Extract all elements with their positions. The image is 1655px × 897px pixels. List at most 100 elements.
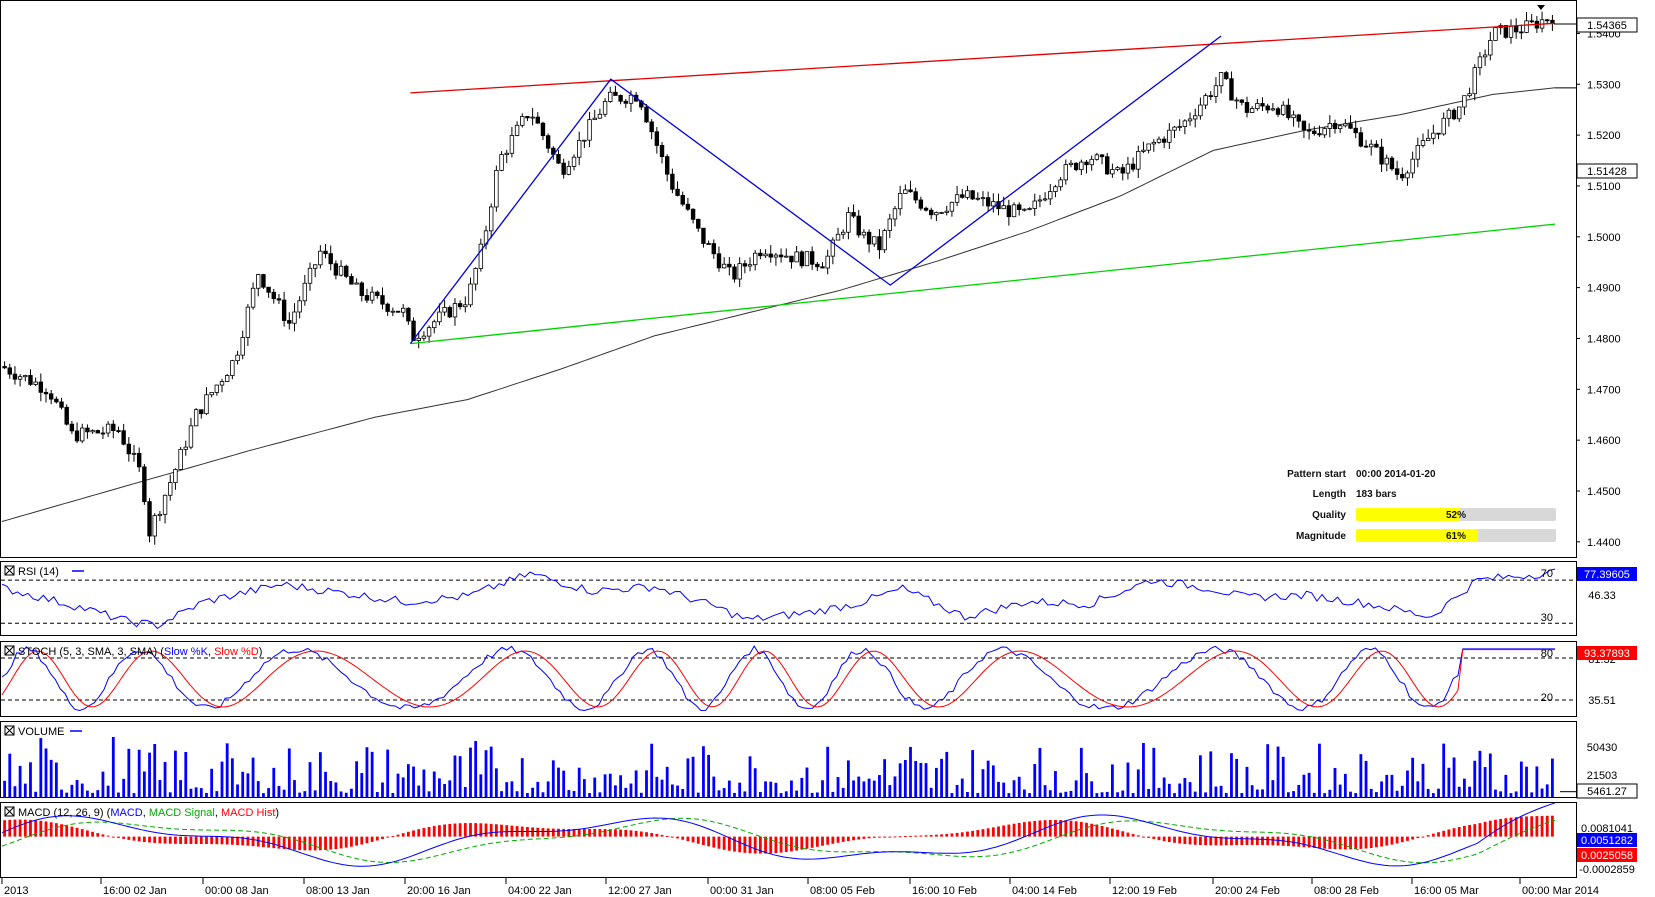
macd-hist-bar — [225, 836, 229, 845]
macd-hist-bar — [1359, 836, 1363, 849]
volume-bar — [1509, 793, 1513, 797]
stoch-value-box — [1577, 646, 1637, 660]
volume-bar — [1452, 757, 1456, 797]
macd-hist-bar — [174, 836, 177, 844]
candle-body — [1529, 20, 1534, 23]
macd-hist-bar — [1276, 836, 1280, 846]
macd-hist-bar — [1442, 830, 1446, 837]
volume-bar — [1090, 781, 1094, 797]
macd-hist-bar — [955, 832, 959, 837]
macd-hist-bar — [650, 833, 654, 837]
candle-body — [1394, 168, 1400, 175]
volume-bar — [505, 782, 509, 797]
macd-hist-bar — [438, 825, 441, 837]
macd-hist-bar — [1426, 835, 1430, 837]
macd-hist-bar — [1028, 821, 1031, 837]
macd-hist-bar — [1488, 820, 1492, 837]
rsi-title: RSI (14) — [18, 566, 59, 578]
time-tick-label: 08:00 28 Feb — [1314, 885, 1379, 897]
volume-close-glyph — [4, 725, 15, 736]
volume-bar — [696, 792, 700, 797]
macd-hist-bar — [122, 836, 126, 839]
macd-hist-bar — [179, 836, 182, 844]
macd-hist-bar — [427, 826, 431, 837]
candle-body — [1177, 126, 1182, 128]
candle-body — [245, 306, 251, 338]
macd-hist-bar — [184, 836, 188, 844]
candle-body — [690, 208, 696, 220]
candle-body — [2, 366, 7, 369]
volume-bar — [1250, 785, 1254, 797]
volume-header: VOLUME — [4, 725, 82, 738]
macd-hist-bar — [1167, 836, 1171, 843]
macd-hist-bar — [1090, 823, 1094, 837]
candle-body — [1441, 117, 1446, 135]
macd-hist-bar — [1224, 836, 1228, 846]
candle-body — [1058, 179, 1063, 188]
macd-hist-bar — [1292, 836, 1295, 847]
macd-hist-bar — [189, 836, 193, 844]
sma-price-box: 1.51428 — [1576, 163, 1638, 179]
macd-hist-bar — [562, 828, 566, 837]
candle-body — [784, 255, 789, 258]
volume-bar — [634, 770, 638, 797]
candle-body — [1425, 137, 1431, 141]
candle-body — [43, 391, 49, 395]
volume-bar — [70, 784, 74, 797]
candle-body — [111, 423, 116, 432]
time-tick-label: 12:00 27 Jan — [608, 885, 672, 897]
candle-body — [670, 173, 675, 190]
candle-body — [116, 430, 121, 433]
volume-bar — [1535, 766, 1539, 797]
pattern-lines — [409, 22, 1556, 345]
volume-bar — [1271, 780, 1275, 797]
candle-body — [219, 381, 225, 386]
candle-body — [59, 401, 64, 408]
volume-bar — [1105, 791, 1109, 797]
macd-hist-bar — [75, 827, 79, 837]
macd-hist-bar — [365, 836, 369, 844]
time-tick-label: 04:00 22 Jan — [508, 885, 572, 897]
macd-hist-bar — [34, 820, 38, 837]
candle-body — [1125, 163, 1131, 174]
candle-body — [623, 100, 628, 104]
volume-bar — [1442, 743, 1446, 797]
volume-bar — [396, 773, 400, 797]
macd-hist-bar — [298, 836, 302, 851]
volume-bar — [1359, 754, 1363, 797]
volume-bar — [256, 781, 260, 797]
macd-hist-bar — [1400, 836, 1404, 843]
macd-hist-bar — [945, 833, 949, 837]
candle-body — [1306, 129, 1312, 132]
rsi-value-box — [1577, 567, 1637, 581]
macd-hist-bar — [339, 836, 343, 849]
candle-body — [1110, 169, 1115, 175]
volume-bar — [13, 786, 17, 797]
volume-bar — [220, 761, 224, 797]
macd-hist-bar — [401, 833, 405, 837]
volume-bar — [1204, 792, 1207, 797]
candle-body — [276, 298, 282, 301]
volume-bar — [1426, 788, 1430, 797]
macd-hist-bar — [634, 830, 638, 837]
macd-hist-bar — [608, 829, 612, 837]
macd-hist-bar — [13, 819, 17, 837]
volume-bar — [1494, 789, 1497, 797]
candle-body — [856, 215, 861, 236]
price-tick-label: 1.4400 — [1587, 537, 1621, 549]
macd-hist-bar — [551, 828, 555, 837]
volume-bar — [1017, 776, 1021, 797]
volume-bar — [1431, 793, 1435, 797]
volume-bar — [1375, 792, 1378, 797]
stoch-k-line — [1, 645, 1555, 712]
macd-signal-name: MACD Signal — [149, 807, 215, 819]
candle-body — [1249, 108, 1255, 113]
candle-body — [887, 218, 892, 231]
price-tick-label: 1.5000 — [1587, 232, 1621, 244]
macd-hist-bar — [557, 828, 560, 837]
volume-bar — [298, 792, 302, 797]
candle-body — [1379, 146, 1384, 165]
volume-bar — [1338, 784, 1342, 797]
candle-body — [576, 140, 582, 158]
volume-bar — [1318, 743, 1321, 797]
